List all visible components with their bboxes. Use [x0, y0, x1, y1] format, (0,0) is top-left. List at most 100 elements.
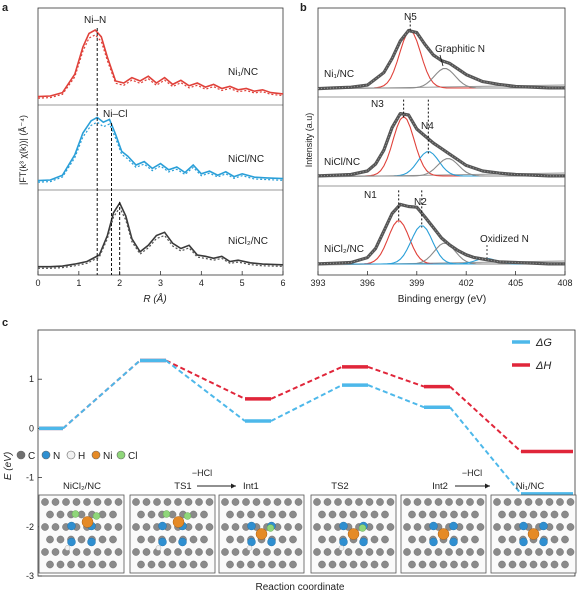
panel-label-a: a — [2, 2, 9, 14]
nitrogen-atom — [247, 521, 256, 531]
panel-b-leader — [439, 54, 444, 67]
panel-b-frame — [317, 7, 566, 276]
panel-c-ytick-label: -3 — [26, 571, 34, 581]
carbon-atom — [508, 535, 517, 544]
carbon-atom — [556, 498, 564, 506]
structure-frame — [129, 494, 216, 574]
panel-c-state-label: Ni₁/NC — [516, 481, 545, 492]
nitrogen-atom — [519, 537, 528, 547]
panel-c-ylabel: E (eV) — [3, 452, 14, 480]
carbon-atom — [273, 498, 282, 506]
nickel-atom — [437, 528, 450, 540]
carbon-atom — [51, 548, 60, 556]
atom-legend-swatch — [16, 450, 26, 460]
carbon-atom — [370, 510, 379, 519]
carbon-atom — [413, 523, 422, 531]
structure-frame — [38, 494, 125, 574]
panel-a-frame — [37, 7, 284, 276]
carbon-atom — [503, 523, 512, 531]
carbon-atom — [566, 523, 575, 531]
carbon-atom — [561, 535, 569, 544]
panel-a-xtick-label: 0 — [35, 278, 40, 288]
atom-legend-label: Ni — [103, 451, 112, 462]
nickel-atom — [255, 528, 268, 540]
panel-a-series-fit — [37, 121, 284, 183]
carbon-atom — [365, 548, 374, 556]
panel-a-series-fit — [37, 34, 284, 99]
panel-b-ylabel: Intensity (a.u) — [304, 113, 314, 168]
carbon-atom — [231, 498, 240, 506]
panel-c-connector — [367, 384, 425, 409]
carbon-atom — [142, 548, 151, 556]
nitrogen-atom — [339, 521, 348, 531]
carbon-atom — [524, 548, 533, 556]
carbon-atom — [257, 510, 266, 519]
panel-a-series-label: NiCl/NC — [228, 154, 264, 165]
carbon-atom — [344, 498, 353, 506]
panel-a-xtick-label: 6 — [280, 278, 285, 288]
panel-b-xtick-label: 399 — [409, 278, 424, 288]
carbon-atom — [257, 560, 266, 569]
carbon-atom — [51, 498, 60, 506]
carbon-atom — [566, 498, 575, 506]
panel-b-xtick-label: 393 — [310, 278, 325, 288]
carbon-atom — [231, 523, 240, 531]
carbon-atom — [493, 523, 501, 531]
carbon-atom — [104, 523, 112, 531]
nitrogen-atom — [178, 537, 187, 547]
carbon-atom — [104, 548, 112, 556]
atom-legend-swatch — [91, 450, 101, 460]
nitrogen-atom — [158, 537, 167, 547]
panel-b-data-line — [317, 28, 565, 91]
carbon-atom — [200, 535, 208, 544]
carbon-atom — [529, 560, 538, 569]
atom-legend-label: C — [28, 451, 35, 462]
carbon-atom — [418, 510, 427, 519]
carbon-atom — [132, 523, 140, 531]
atom-legend-label: Cl — [128, 451, 137, 462]
carbon-atom — [77, 560, 86, 569]
structure-thumbnail — [218, 494, 305, 574]
carbon-atom — [51, 523, 60, 531]
nickel-atom — [527, 528, 540, 540]
panel-b-series-label: NiCl/NC — [324, 157, 360, 168]
panel-c-connector — [367, 365, 425, 388]
nitrogen-atom — [539, 521, 548, 531]
carbon-atom — [519, 510, 527, 519]
chlorine-atom — [92, 512, 101, 520]
carbon-atom — [114, 523, 123, 531]
carbon-atom — [289, 535, 297, 544]
carbon-atom — [263, 548, 271, 556]
carbon-atom — [413, 498, 422, 506]
panel-c-reaction-arrowhead — [485, 483, 490, 489]
step-label-1: −HCl — [192, 468, 212, 478]
carbon-atom — [294, 548, 303, 556]
carbon-atom — [445, 498, 453, 506]
carbon-atom — [334, 548, 342, 556]
carbon-atom — [460, 510, 469, 519]
carbon-atom — [429, 560, 437, 569]
panel-a-annotation-ni-cl: Ni–Cl — [103, 109, 127, 120]
carbon-atom — [566, 548, 575, 556]
carbon-atom — [439, 510, 448, 519]
carbon-atom — [158, 560, 166, 569]
panel-c-connector — [165, 359, 246, 400]
carbon-atom — [205, 498, 214, 506]
carbon-atom — [142, 523, 151, 531]
panel-c-ytick-label: -1 — [26, 473, 34, 483]
atom-legend-swatch — [41, 450, 51, 460]
carbon-atom — [460, 560, 469, 569]
carbon-atom — [189, 535, 198, 544]
nitrogen-atom — [429, 537, 438, 547]
carbon-atom — [524, 498, 533, 506]
carbon-atom — [313, 523, 321, 531]
carbon-atom — [284, 523, 292, 531]
hydrogen-atom — [64, 545, 71, 551]
panel-c-state-label: TS2 — [331, 481, 348, 492]
panel-a-series-line — [38, 201, 284, 268]
panel-a: 0 1 2 3 4 5 6 Ni₁/NC NiCl/NC NiCl₂/NC — [35, 7, 286, 288]
carbon-atom — [498, 510, 506, 519]
panel-b-peak-n4: N4 — [421, 121, 434, 132]
carbon-atom — [294, 498, 303, 506]
